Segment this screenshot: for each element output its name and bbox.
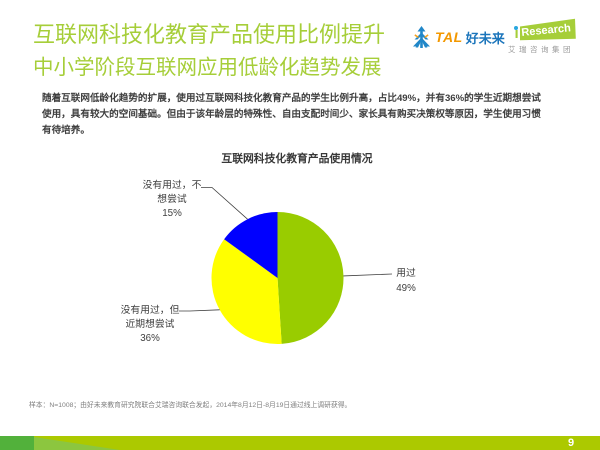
pie-label-text: 没有用过，但 [120,305,180,316]
page-title: 互联网科技化教育产品使用比例提升 [33,22,386,47]
sample-footnote: 样本：N=1008；由好未来教育研究院联合艾瑞咨询联合发起，2014年8月12日… [29,402,352,409]
tal-logo-text: TAL [435,29,463,45]
pie-label-try-soon: 没有用过，但 近期想尝试 36% [90,304,210,346]
footer-bar-wedge [34,436,120,450]
pie-label-value: 36% [140,333,160,344]
iresearch-banner-icon [520,18,576,41]
tal-logo-cn-text: 好未来 [465,30,505,46]
pie-label-text: 用过 [396,268,416,279]
pie-label-text: 没有用过，不 [142,180,202,191]
iresearch-dot-icon [514,25,518,30]
summary-paragraph: 随着互联网低龄化趋势的扩展，使用过互联网科技化教育产品的学生比例升高，占比49%… [42,91,577,139]
summary-line: 使用，具有较大的空间基础。但由于该年龄层的特殊性、自由支配时间少、家长具有购买决… [42,109,541,120]
summary-line: 有待培养。 [42,125,90,136]
summary-line: 随着互联网低龄化趋势的扩展，使用过互联网科技化教育产品的学生比例升高，占比49%… [42,93,541,104]
pie-label-no-try: 没有用过，不 想尝试 15% [112,179,232,221]
iresearch-logo-i: i [514,25,519,42]
pie-label-text: 想尝试 [157,194,187,205]
iresearch-cn-text: 艾瑞咨询集团 [508,44,574,54]
chart-title: 互联网科技化教育产品使用情况 [221,153,373,165]
iresearch-logo: i Research 艾瑞咨询集团 [506,14,600,60]
tal-logo: TAL 好未来 [413,24,505,50]
page-subtitle: 中小学阶段互联网应用低龄化趋势发展 [33,56,382,79]
footer-bar [0,436,600,450]
page-number: 9 [567,437,575,449]
footer-bar-dark-block [0,436,34,450]
pie-label-value: 15% [162,208,182,219]
pie-label-value: 49% [396,283,416,294]
tal-tree-icon [413,26,430,48]
pie-label-text: 近期想尝试 [125,319,175,330]
pie-label-used: 用过 49% [376,266,436,296]
